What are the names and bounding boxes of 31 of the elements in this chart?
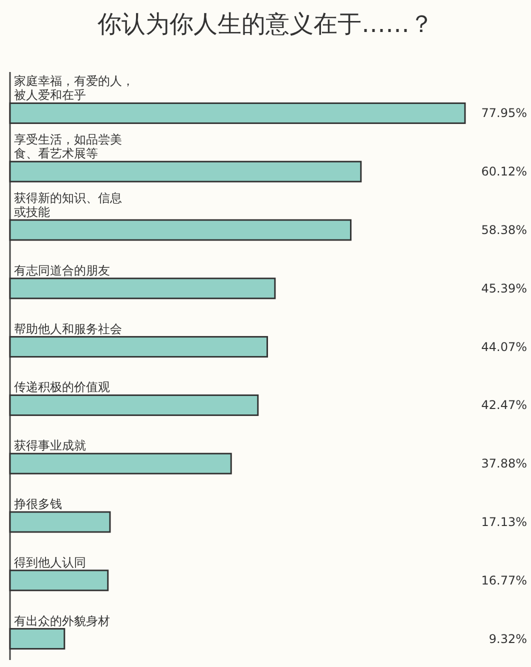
y-tick-label: 有出众的外貌身材	[14, 614, 110, 628]
bar	[9, 570, 109, 592]
bar	[9, 219, 352, 241]
data-label: 45.39%	[481, 281, 527, 296]
bar	[9, 511, 111, 533]
y-tick-label: 获得事业成就	[14, 438, 86, 453]
y-tick-label: 传递积极的价值观	[14, 380, 110, 394]
y-tick-label: 家庭幸福，有爱的人，被人爱和在乎	[14, 74, 134, 102]
data-label: 17.13%	[481, 515, 527, 529]
bar	[9, 336, 268, 358]
data-label: 44.07%	[481, 340, 527, 354]
bar	[9, 628, 66, 650]
data-label: 9.32%	[488, 632, 527, 646]
bar	[9, 452, 232, 474]
bar	[9, 394, 259, 416]
data-label: 37.88%	[481, 456, 527, 471]
y-tick-label: 获得新的知识、信息或技能	[14, 191, 122, 219]
data-label: 77.95%	[481, 106, 527, 120]
data-label: 42.47%	[481, 398, 527, 412]
y-tick-label: 得到他人认同	[14, 555, 86, 570]
data-label: 58.38%	[481, 223, 527, 237]
data-label: 16.77%	[481, 573, 527, 588]
chart-title: 你认为你人生的意义在于……？	[96, 10, 434, 38]
bar	[9, 102, 466, 124]
y-tick-label: 挣很多钱	[14, 497, 62, 511]
bar	[9, 160, 362, 182]
y-tick-label: 帮助他人和服务社会	[14, 322, 122, 336]
y-tick-label: 有志同道合的朋友	[14, 263, 110, 278]
y-tick-label: 享受生活，如品尝美食、看艺术展等	[14, 132, 122, 161]
data-label: 60.12%	[481, 164, 527, 179]
bar	[9, 278, 276, 300]
